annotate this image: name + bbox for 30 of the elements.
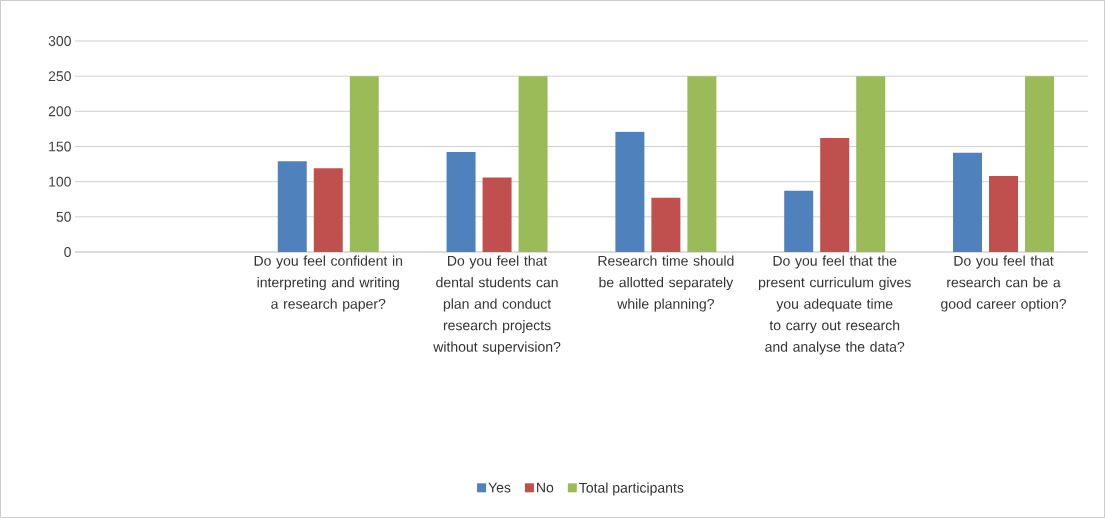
y-tick-label: 150 [49,141,71,152]
y-tick-label: 250 [48,71,71,82]
bar [349,76,379,252]
y-tick-label: 100 [49,176,71,187]
bar [784,190,814,252]
y-tick-label: 50 [56,211,71,222]
bar [313,168,343,252]
x-tick-label: Do you feel confident in interpreting and writing a research paper? [254,255,403,312]
bar [989,176,1019,252]
bar [1025,76,1055,252]
y-tick-label: 200 [48,106,71,117]
bar [482,177,512,252]
legend-label: No [537,482,554,493]
x-tick-label: Do you feel that dental students can plan and conduct research projects without supervision? [433,255,561,355]
x-tick-label: Research time should be allotted separately while planning? [598,255,734,312]
bar [277,161,307,252]
bar [820,138,850,252]
bar [953,152,983,252]
bar [518,76,548,252]
y-tick-label: 0 [64,247,71,257]
x-tick-label: Do you feel that research can be a good career option? [941,255,1067,312]
y-tick-label: 300 [48,36,71,46]
bar [651,197,681,252]
bar [615,131,645,252]
bar [446,152,476,252]
legend-label: Yes [488,482,511,493]
legend-label: Total participants [579,482,684,496]
bar [856,76,886,252]
bar [687,76,717,252]
x-tick-label: Do you feel that the present curriculum gives you adequate time to carry out research and analyse the data? [758,255,911,355]
